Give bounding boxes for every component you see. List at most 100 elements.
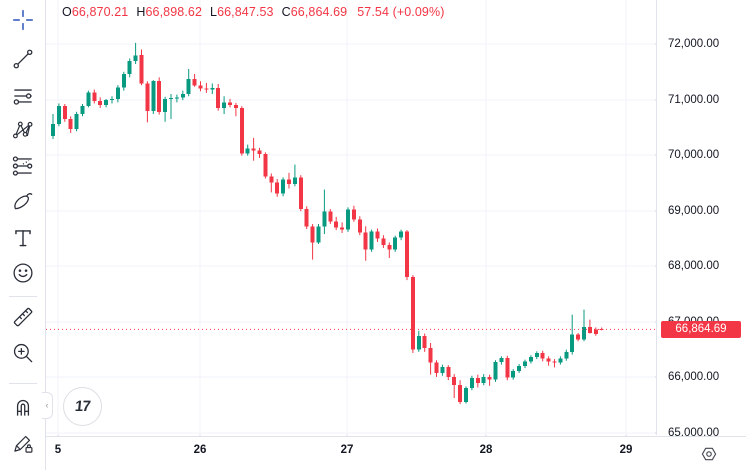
candle-down	[452, 374, 457, 398]
trend-line-tool-button[interactable]	[7, 43, 39, 75]
magnet-tool-button[interactable]	[7, 391, 39, 423]
candle-down	[287, 172, 291, 189]
candle-up	[582, 309, 586, 342]
candle-down	[446, 365, 451, 381]
trend-line-icon	[13, 49, 33, 69]
candle-up	[169, 94, 173, 120]
tradingview-logo[interactable]: 17	[63, 387, 102, 426]
candle-down	[257, 147, 262, 158]
candle-up	[245, 144, 250, 156]
candle-down	[587, 319, 592, 334]
crosshair-icon	[12, 9, 34, 31]
candle-up	[528, 355, 533, 364]
drawing-toolbar	[0, 0, 46, 470]
candle-down	[576, 332, 581, 342]
legend-low-value: 66,847.53	[217, 5, 274, 19]
candle-up	[51, 114, 55, 140]
legend-close-value: 66,864.69	[290, 5, 348, 19]
legend-close-label: C	[281, 5, 291, 19]
candle-up	[163, 96, 168, 122]
candle-up	[440, 364, 445, 376]
candle-down	[505, 355, 510, 381]
price-axis-label: 66,000.00	[668, 371, 720, 383]
axis-settings-button[interactable]	[698, 443, 720, 465]
candle-down	[233, 102, 238, 117]
candle-down	[540, 350, 545, 362]
text-tool-button[interactable]	[7, 222, 39, 254]
candle-up	[464, 386, 468, 404]
candle-up	[127, 58, 132, 78]
candle-down	[458, 380, 463, 405]
candle-down	[157, 77, 162, 115]
candle-down	[239, 106, 244, 156]
candle-down	[192, 74, 197, 87]
xabcd-pattern-tool-button[interactable]	[7, 114, 39, 146]
candle-down	[475, 374, 480, 388]
candle-down	[204, 82, 209, 93]
candle-down	[334, 216, 339, 231]
text-icon	[15, 230, 31, 247]
drawing-lock-tool-button[interactable]	[7, 427, 39, 459]
pencil-lock-icon	[14, 435, 33, 453]
price-axis[interactable]: 66,864.69 72,000.00 71,000.00 70,000.00 69,…	[656, 0, 746, 439]
crosshair-tool-button[interactable]	[7, 4, 39, 36]
candle-up	[56, 103, 61, 127]
candle-down	[145, 81, 150, 123]
candle-down	[68, 116, 73, 133]
time-axis-label: 26	[193, 444, 207, 456]
candle-down	[328, 209, 333, 225]
magnet-icon	[16, 399, 30, 416]
gear-icon	[701, 447, 717, 461]
candle-down	[216, 84, 221, 111]
candle-up	[469, 375, 474, 391]
candle-down	[269, 173, 274, 193]
candle-down	[422, 333, 427, 352]
fib-retracement-tool-button[interactable]	[7, 80, 39, 112]
emoji-tool-button[interactable]	[7, 257, 39, 289]
candle-up	[180, 90, 185, 101]
candle-up	[110, 96, 114, 104]
zoom-in-tool-button[interactable]	[7, 337, 39, 369]
time-axis[interactable]: 5 26 27 28 29	[46, 436, 746, 470]
projection-forecast-tool-button[interactable]	[7, 150, 39, 182]
candle-up	[369, 229, 374, 252]
legend-high-value: 66,898.62	[145, 5, 202, 19]
ruler-icon	[13, 307, 33, 327]
toolbar-collapse-handle[interactable]: ‹	[42, 392, 53, 419]
candle-up	[517, 364, 522, 373]
candle-down	[593, 327, 598, 336]
candle-up	[80, 104, 85, 117]
toolbar-separator	[9, 383, 37, 384]
candle-up	[564, 349, 569, 361]
legend-open-value: 66,870.21	[71, 5, 129, 19]
candle-down	[92, 89, 97, 104]
candle-up	[186, 69, 191, 97]
candle-up	[322, 189, 327, 235]
candle-up	[558, 356, 563, 365]
candle-up	[74, 111, 79, 132]
toolbar-separator	[9, 296, 37, 297]
price-axis-label: 70,000.00	[668, 149, 720, 161]
price-axis-label: 71,000.00	[668, 94, 720, 106]
candle-down	[351, 205, 356, 222]
brush-tool-button[interactable]	[7, 185, 39, 217]
price-axis-label: 68,000.00	[668, 260, 720, 272]
candle-down	[340, 222, 345, 233]
candle-up	[86, 90, 91, 108]
candle-down	[428, 342, 433, 375]
candle-down	[298, 175, 303, 212]
candle-down	[381, 235, 386, 248]
candle-down	[198, 81, 203, 92]
candle-down	[410, 275, 415, 353]
time-axis-label: 29	[619, 444, 633, 456]
candle-up	[534, 351, 539, 360]
fib-retracement-icon	[13, 89, 32, 105]
candle-up	[493, 360, 498, 382]
candle-down	[546, 356, 551, 366]
candle-up	[399, 229, 404, 241]
candle-down	[139, 49, 144, 86]
candle-up	[222, 96, 227, 115]
ruler-tool-button[interactable]	[7, 301, 39, 333]
